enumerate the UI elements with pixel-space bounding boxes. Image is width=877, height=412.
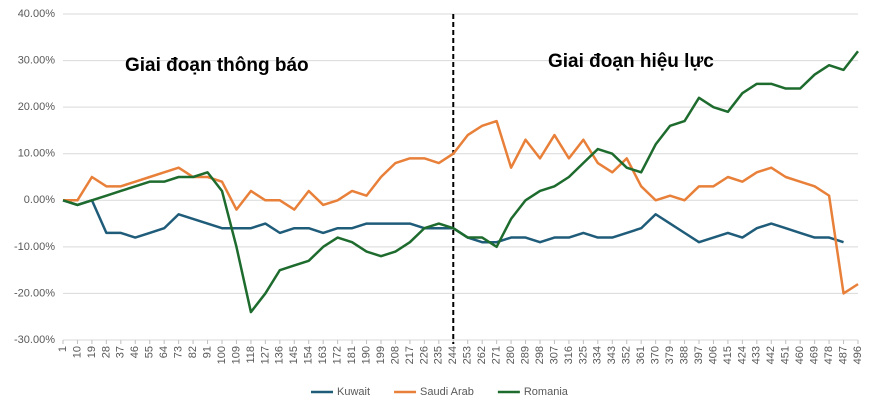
x-tick-label: 298 — [534, 346, 546, 364]
x-tick-label: 316 — [563, 346, 575, 364]
x-tick-label: 127 — [259, 346, 271, 364]
x-tick-label: 217 — [404, 346, 416, 364]
x-tick-label: 10 — [71, 346, 83, 358]
x-tick-label: 406 — [707, 346, 719, 364]
y-tick-label: -30.00% — [14, 334, 55, 346]
x-tick-label: 253 — [462, 346, 474, 364]
x-tick-label: 280 — [505, 346, 517, 364]
x-tick-label: 397 — [693, 346, 705, 364]
x-tick-label: 496 — [852, 346, 864, 364]
x-tick-label: 64 — [158, 346, 170, 358]
x-tick-label: 325 — [577, 346, 589, 364]
x-tick-label: 235 — [433, 346, 445, 364]
x-tick-label: 28 — [100, 346, 112, 358]
x-tick-label: 226 — [418, 346, 430, 364]
x-tick-label: 199 — [375, 346, 387, 364]
x-tick-label: 208 — [389, 346, 401, 364]
y-tick-label: 20.00% — [18, 101, 56, 113]
x-tick-label: 244 — [447, 346, 459, 364]
x-tick-label: 361 — [635, 346, 647, 364]
legend-label: Kuwait — [337, 386, 370, 398]
x-tick-label: 487 — [837, 346, 849, 364]
x-tick-label: 370 — [650, 346, 662, 364]
x-tick-label: 388 — [678, 346, 690, 364]
x-tick-label: 145 — [288, 346, 300, 364]
plot: -30.00% -20.00% -10.00% 0.00% 10.00% 20.00% 30… — [14, 8, 864, 398]
x-tick-label: 379 — [664, 346, 676, 364]
legend-label: Romania — [524, 386, 569, 398]
annotation: Giai đoạn hiệu lực — [548, 51, 714, 72]
x-tick-label: 136 — [274, 346, 286, 364]
x-tick-label: 181 — [346, 346, 358, 364]
y-tick-label: 30.00% — [18, 54, 56, 66]
series-line — [63, 119, 859, 295]
x-tick-label: 163 — [317, 346, 329, 364]
y-tick-label: 40.00% — [18, 8, 56, 20]
x-tick-label: 442 — [765, 346, 777, 364]
x-tick-label: 343 — [606, 346, 618, 364]
x-tick-label: 415 — [722, 346, 734, 364]
x-tick-label: 109 — [230, 346, 242, 364]
x-tick-label: 433 — [751, 346, 763, 364]
x-tick-label: 172 — [332, 346, 344, 364]
x-tick-label: 1 — [57, 346, 69, 352]
x-tick-label: 478 — [823, 346, 835, 364]
y-tick-label: 0.00% — [24, 194, 55, 206]
annotation: Giai đoạn thông báo — [125, 55, 309, 76]
x-tick-label: 271 — [491, 346, 503, 364]
x-tick-label: 118 — [245, 346, 257, 364]
y-tick-label: -20.00% — [14, 287, 55, 299]
x-tick-label: 73 — [173, 346, 185, 358]
y-tick-label: 10.00% — [18, 148, 56, 160]
x-tick-label: 100 — [216, 346, 228, 364]
y-tick-label: -10.00% — [14, 241, 55, 253]
x-tick-label: 55 — [144, 346, 156, 358]
x-tick-label: 190 — [360, 346, 372, 364]
x-tick-label: 262 — [476, 346, 488, 364]
legend-label: Saudi Arab — [420, 386, 474, 398]
x-tick-label: 37 — [115, 346, 127, 358]
x-tick-label: 307 — [548, 346, 560, 364]
x-tick-label: 289 — [519, 346, 531, 364]
x-tick-label: 460 — [794, 346, 806, 364]
x-tick-label: 154 — [303, 346, 315, 364]
series-line — [62, 50, 859, 314]
x-tick-label: 352 — [621, 346, 633, 364]
x-tick-label: 469 — [809, 346, 821, 364]
x-tick-label: 451 — [780, 346, 792, 364]
x-tick-label: 46 — [129, 346, 141, 358]
x-tick-label: 424 — [736, 346, 748, 364]
x-tick-label: 91 — [201, 346, 213, 358]
x-tick-label: 82 — [187, 346, 199, 358]
x-tick-label: 334 — [592, 346, 604, 364]
x-tick-label: 19 — [86, 346, 98, 358]
